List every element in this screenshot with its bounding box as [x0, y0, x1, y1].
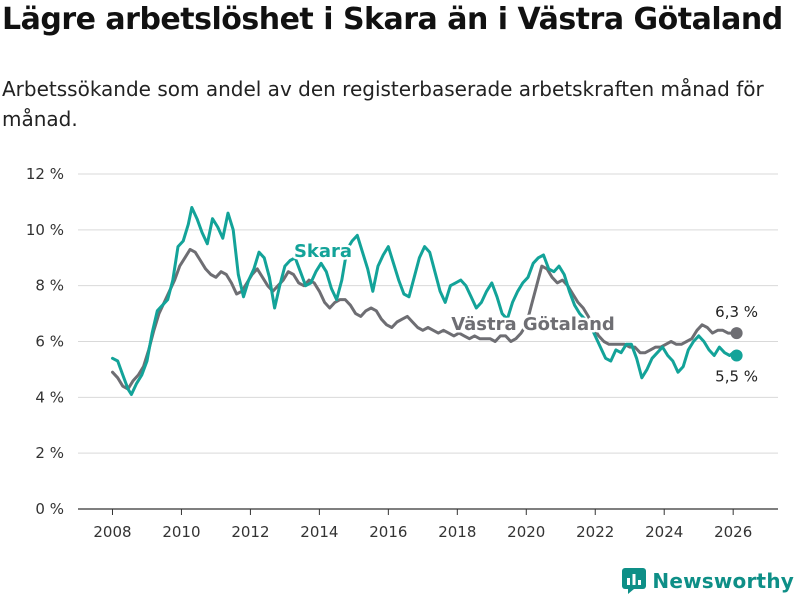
y-tick-label: 6 % [35, 333, 64, 351]
x-tick-label: 2016 [369, 523, 407, 541]
x-tick-label: 2012 [231, 523, 269, 541]
x-tick-label: 2018 [438, 523, 476, 541]
axis-layer: 0 % 2 % 4 % 6 % 8 % 10 % 12 % 2008 2010 2012 2014 2… [26, 165, 752, 541]
chart-title: Lägre arbetslöshet i Skara än i Västra G… [2, 2, 783, 37]
x-tick-label: 2022 [576, 523, 614, 541]
x-tick-label: 2020 [507, 523, 545, 541]
series-line-v-stra-g-taland [111, 247, 739, 391]
x-tick-label: 2008 [93, 523, 131, 541]
x-tick-label: 2010 [162, 523, 200, 541]
x-tick-label: 2014 [300, 523, 338, 541]
newsworthy-logo-icon [622, 568, 647, 594]
end-marker-skara [730, 349, 743, 362]
y-tick-label: 12 % [26, 165, 64, 183]
y-tick-label: 2 % [35, 444, 64, 462]
y-tick-label: 8 % [35, 277, 64, 295]
x-tick-label: 2024 [645, 523, 683, 541]
end-value-label-skara: 5,5 % [715, 367, 758, 385]
y-tick-label: 0 % [35, 500, 64, 518]
label-layer: Västra Götaland Skara 6,3 % 5,5 % [291, 239, 758, 386]
x-tick-label: 2026 [714, 523, 752, 541]
y-tick-label: 10 % [26, 221, 64, 239]
series-layer [111, 206, 743, 396]
brand-name: Newsworthy [652, 569, 794, 593]
series-label-region: Västra Götaland [451, 314, 615, 335]
grid-layer [78, 173, 778, 510]
y-tick-label: 4 % [35, 388, 64, 406]
end-value-label-region: 6,3 % [715, 303, 758, 321]
end-marker-v-stra-g-taland [730, 327, 743, 340]
series-line-skara [111, 206, 739, 396]
chart-subtitle: Arbetssökande som andel av den registerb… [2, 77, 764, 131]
brand: Newsworthy [622, 568, 794, 594]
series-label-skara: Skara [294, 241, 352, 262]
